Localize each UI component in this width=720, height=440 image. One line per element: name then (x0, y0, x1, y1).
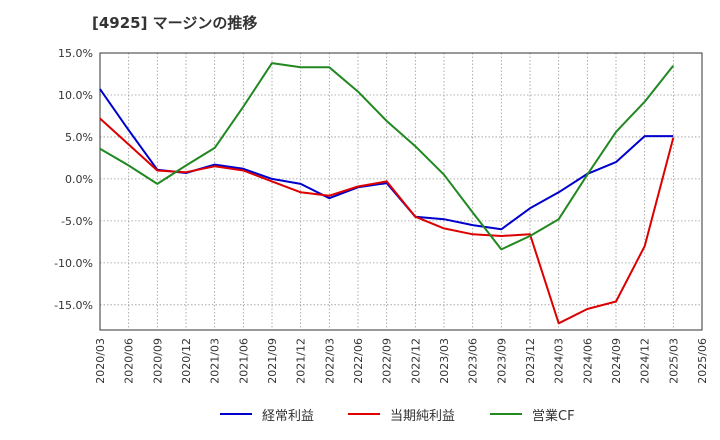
x-tick-label: 2021/06 (237, 338, 250, 384)
series-line-3 (99, 62, 675, 251)
x-tick-label: 2021/09 (266, 338, 279, 384)
legend-item-ordinary-profit: 経常利益 (220, 403, 314, 425)
x-tick-label: 2024/03 (553, 338, 566, 384)
y-tick-label: -15.0% (54, 299, 93, 312)
legend-label-net-income: 当期純利益 (390, 408, 456, 424)
x-tick-label: 2022/09 (381, 338, 394, 384)
legend-item-operating-cf: 営業CF (490, 403, 575, 425)
series-line-2 (99, 117, 675, 325)
y-tick-label: 0.0% (65, 173, 93, 186)
legend-item-net-income: 当期純利益 (348, 403, 455, 425)
x-tick-label: 2024/06 (581, 338, 594, 384)
y-tick-label: 10.0% (58, 89, 93, 102)
x-tick-label: 2021/12 (295, 338, 308, 384)
y-tick-label: -10.0% (54, 257, 93, 270)
x-tick-label: 2020/06 (123, 338, 136, 384)
legend-swatch-net-income (348, 413, 380, 415)
y-tick-label: -5.0% (61, 215, 93, 228)
x-tick-label: 2024/09 (610, 338, 623, 384)
x-tick-label: 2023/09 (495, 338, 508, 384)
x-tick-label: 2023/06 (467, 338, 480, 384)
x-tick-label: 2021/03 (209, 338, 222, 384)
x-tick-label: 2020/12 (180, 338, 193, 384)
x-tick-label: 2020/03 (94, 338, 107, 384)
x-tick-label: 2024/12 (639, 338, 652, 384)
legend-swatch-ordinary-profit (220, 413, 252, 415)
x-tick-label: 2022/06 (352, 338, 365, 384)
y-tick-label: 15.0% (58, 47, 93, 60)
x-tick-label: 2023/12 (524, 338, 537, 384)
x-tick-label: 2025/06 (696, 338, 709, 384)
legend-label-ordinary-profit: 経常利益 (262, 408, 315, 424)
x-tick-label: 2020/09 (151, 338, 164, 384)
plot-area (100, 53, 702, 330)
legend-swatch-operating-cf (490, 413, 522, 415)
plot-frame (99, 52, 703, 331)
y-tick-label: 5.0% (65, 131, 93, 144)
chart-legend: 経常利益 当期純利益 営業CF (0, 403, 720, 425)
x-tick-label: 2023/03 (438, 338, 451, 384)
x-tick-label: 2025/03 (667, 338, 680, 384)
x-tick-label: 2022/03 (323, 338, 336, 384)
x-tick-label: 2022/12 (409, 338, 422, 384)
legend-label-operating-cf: 営業CF (532, 408, 575, 424)
chart-title: [4925] マージンの推移 (92, 14, 258, 32)
